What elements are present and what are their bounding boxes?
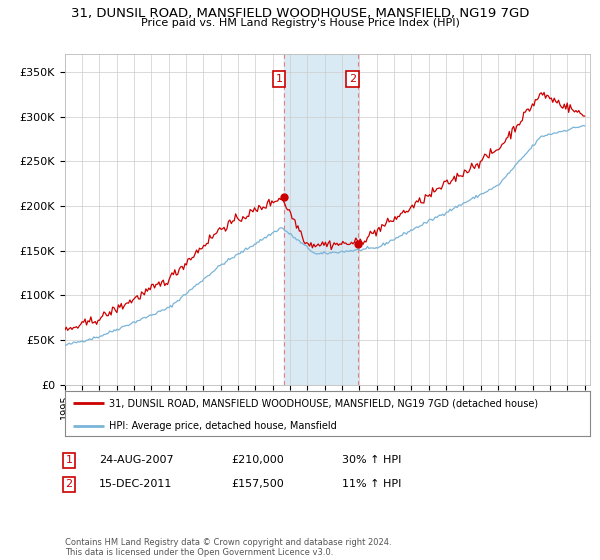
Text: 11% ↑ HPI: 11% ↑ HPI (342, 479, 401, 489)
Text: 1: 1 (275, 74, 283, 84)
Text: 2: 2 (349, 74, 356, 84)
Text: £157,500: £157,500 (231, 479, 284, 489)
Text: 30% ↑ HPI: 30% ↑ HPI (342, 455, 401, 465)
Text: Contains HM Land Registry data © Crown copyright and database right 2024.
This d: Contains HM Land Registry data © Crown c… (65, 538, 391, 557)
Text: 31, DUNSIL ROAD, MANSFIELD WOODHOUSE, MANSFIELD, NG19 7GD: 31, DUNSIL ROAD, MANSFIELD WOODHOUSE, MA… (71, 7, 529, 20)
Text: 1: 1 (65, 455, 73, 465)
Text: £210,000: £210,000 (231, 455, 284, 465)
Bar (284, 54, 358, 385)
Text: HPI: Average price, detached house, Mansfield: HPI: Average price, detached house, Mans… (109, 421, 337, 431)
Text: 31, DUNSIL ROAD, MANSFIELD WOODHOUSE, MANSFIELD, NG19 7GD (detached house): 31, DUNSIL ROAD, MANSFIELD WOODHOUSE, MA… (109, 398, 539, 408)
Text: 15-DEC-2011: 15-DEC-2011 (99, 479, 172, 489)
Text: 24-AUG-2007: 24-AUG-2007 (99, 455, 173, 465)
Text: 2: 2 (65, 479, 73, 489)
Text: Price paid vs. HM Land Registry's House Price Index (HPI): Price paid vs. HM Land Registry's House … (140, 18, 460, 28)
